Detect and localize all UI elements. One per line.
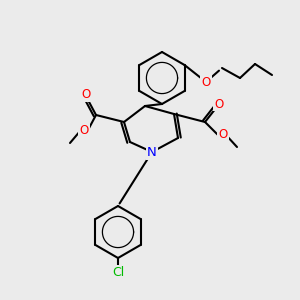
Text: N: N [147,146,157,158]
Text: O: O [80,124,88,136]
Text: O: O [201,76,211,88]
Text: O: O [81,88,91,101]
Text: Cl: Cl [112,266,124,278]
Text: O: O [214,98,224,110]
Text: O: O [218,128,228,142]
